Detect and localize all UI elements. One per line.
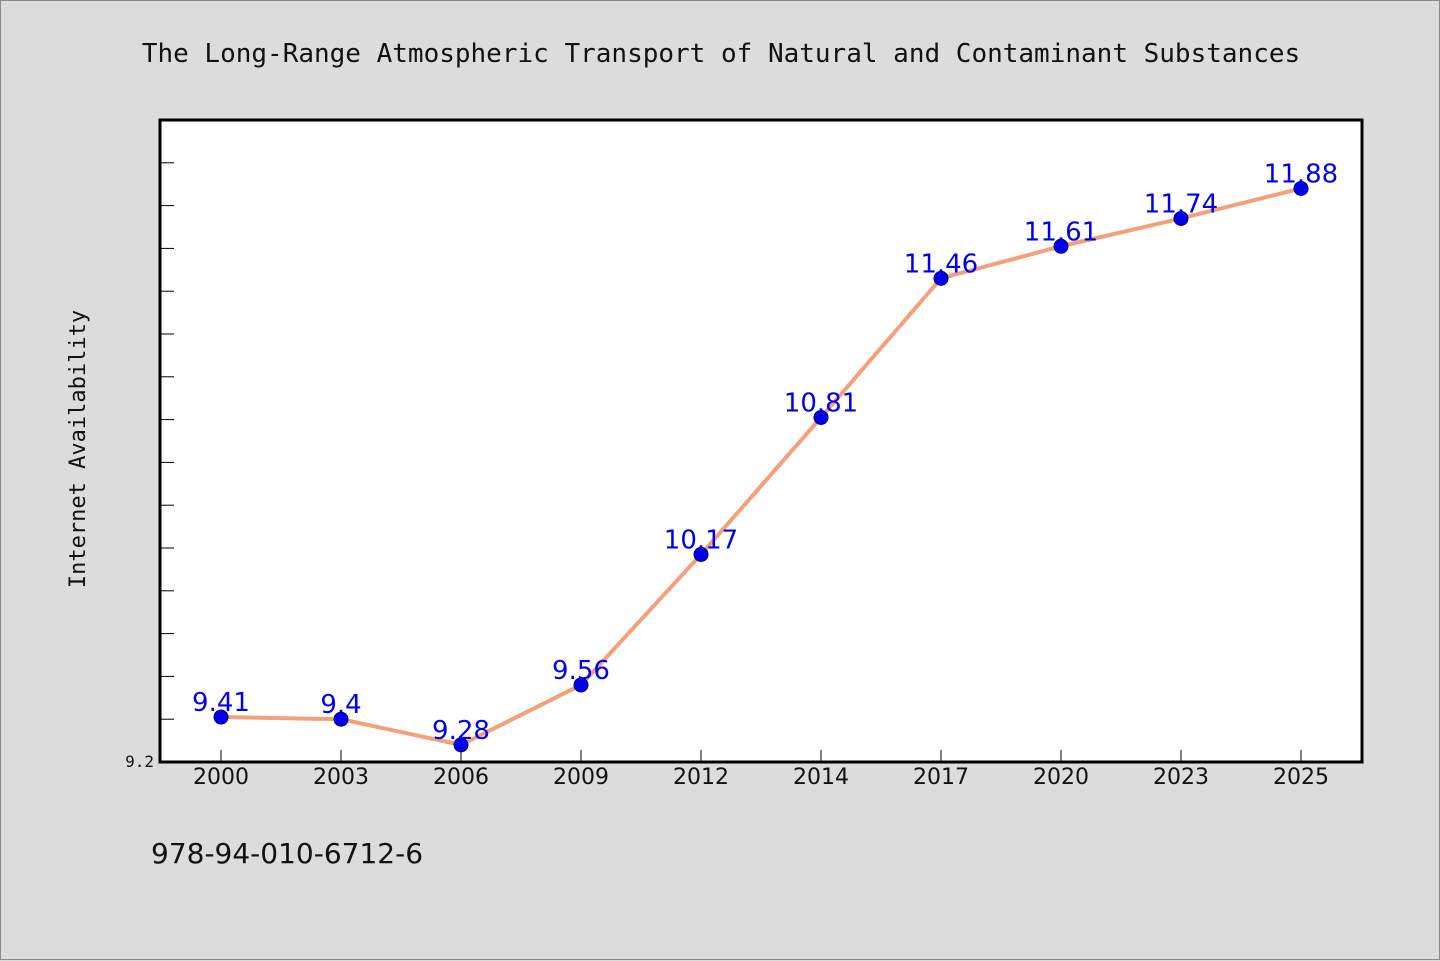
data-point	[933, 270, 949, 286]
y-tick-label: 9.2	[125, 752, 154, 771]
data-label: 11.74	[1144, 189, 1218, 219]
data-point	[333, 711, 349, 727]
data-label: 11.46	[904, 249, 978, 279]
series-layer: 9.41 9.4 9.28 9.56 10.17 10.81 11.46 11.61 11.74…	[192, 159, 1338, 753]
y-axis-label: Internet Availability	[66, 310, 91, 588]
data-point	[1173, 210, 1189, 226]
data-label: 10.17	[664, 525, 738, 555]
x-tick-label: 2017	[913, 765, 969, 790]
data-point	[573, 677, 589, 693]
plot-area	[158, 118, 1364, 764]
data-point	[693, 546, 709, 562]
data-label: 9.56	[552, 656, 610, 686]
data-point	[1293, 180, 1309, 196]
isbn-text: 978-94-010-6712-6	[151, 837, 423, 870]
data-point	[213, 709, 229, 725]
data-label: 9.41	[192, 688, 250, 718]
data-point	[1053, 238, 1069, 254]
data-point	[813, 409, 829, 425]
data-label: 11.88	[1264, 159, 1338, 189]
data-label: 9.28	[432, 716, 490, 746]
x-tick-label: 2003	[313, 765, 369, 790]
series-line	[220, 186, 1302, 747]
x-axis-ticks: 2000 2003 2006 2009 2012 2014 2017 2020 2023 2025	[193, 750, 1329, 790]
x-tick-label: 2014	[793, 765, 849, 790]
x-tick-label: 2012	[673, 765, 729, 790]
x-tick-label: 2006	[433, 765, 489, 790]
x-tick-label: 2023	[1153, 765, 1209, 790]
chart-title: The Long-Range Atmospheric Transport of …	[142, 39, 1300, 69]
x-tick-label: 2020	[1033, 765, 1089, 790]
x-tick-label: 2025	[1273, 765, 1329, 790]
data-point	[453, 737, 469, 753]
y-axis-ticks: 9.2	[125, 119, 174, 771]
x-tick-label: 2009	[553, 765, 609, 790]
data-label: 11.61	[1024, 217, 1098, 247]
data-label: 9.4	[320, 690, 361, 720]
x-tick-label: 2000	[193, 765, 249, 790]
data-label: 10.81	[784, 388, 858, 418]
